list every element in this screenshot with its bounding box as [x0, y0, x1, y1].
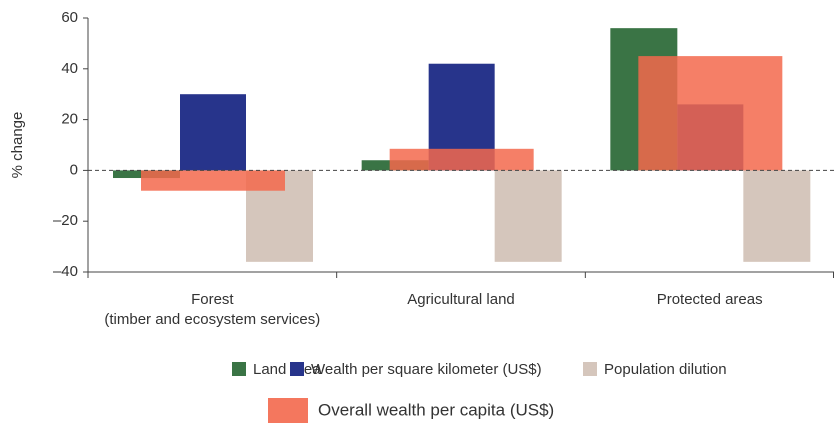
- x-tick-label: Protected areas: [657, 291, 763, 308]
- y-tick-label: –20: [53, 212, 78, 229]
- legend-swatch: [583, 362, 597, 376]
- legend-label: Wealth per square kilometer (US$): [311, 361, 542, 378]
- bar: [494, 170, 562, 262]
- bar: [743, 170, 811, 262]
- bar: [389, 148, 534, 171]
- y-tick-label: 60: [61, 9, 78, 26]
- y-axis-label: % change: [9, 112, 26, 179]
- y-tick-label: 20: [61, 111, 78, 128]
- legend-label: Land area: [253, 361, 321, 378]
- y-tick-label: –40: [53, 263, 78, 280]
- x-tick-label: Forest (timber and ecosystem services): [104, 291, 320, 328]
- legend-label: Overall wealth per capita (US$): [318, 400, 554, 419]
- legend-swatch: [268, 398, 308, 423]
- y-tick-label: 0: [70, 161, 78, 178]
- x-tick-label: Agricultural land: [407, 291, 515, 308]
- bar: [141, 170, 285, 191]
- legend-swatch: [290, 362, 304, 376]
- bar: [180, 94, 246, 171]
- y-tick-label: 40: [61, 60, 78, 77]
- legend-label: Population dilution: [604, 361, 727, 378]
- bar: [638, 56, 783, 171]
- legend-swatch: [232, 362, 246, 376]
